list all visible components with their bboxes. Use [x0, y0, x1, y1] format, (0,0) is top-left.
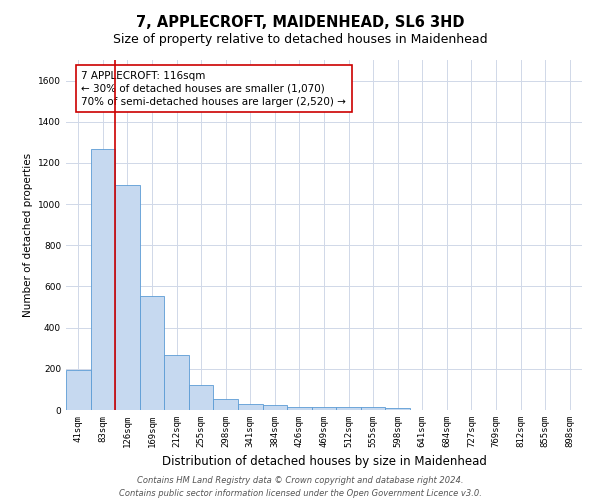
Bar: [115, 184, 140, 410]
Bar: [214, 398, 238, 410]
Bar: [91, 148, 115, 410]
X-axis label: Distribution of detached houses by size in Maidenhead: Distribution of detached houses by size …: [161, 456, 487, 468]
Text: 7 APPLECROFT: 116sqm
← 30% of detached houses are smaller (1,070)
70% of semi-de: 7 APPLECROFT: 116sqm ← 30% of detached h…: [82, 70, 346, 107]
Bar: [140, 296, 164, 410]
Bar: [238, 404, 263, 410]
Bar: [263, 406, 287, 410]
Bar: [312, 408, 336, 410]
Bar: [361, 408, 385, 410]
Text: 7, APPLECROFT, MAIDENHEAD, SL6 3HD: 7, APPLECROFT, MAIDENHEAD, SL6 3HD: [136, 15, 464, 30]
Bar: [287, 407, 312, 410]
Bar: [66, 370, 91, 410]
Bar: [189, 386, 214, 410]
Text: Size of property relative to detached houses in Maidenhead: Size of property relative to detached ho…: [113, 32, 487, 46]
Y-axis label: Number of detached properties: Number of detached properties: [23, 153, 32, 317]
Bar: [336, 408, 361, 410]
Text: Contains HM Land Registry data © Crown copyright and database right 2024.
Contai: Contains HM Land Registry data © Crown c…: [119, 476, 481, 498]
Bar: [385, 408, 410, 410]
Bar: [164, 356, 189, 410]
